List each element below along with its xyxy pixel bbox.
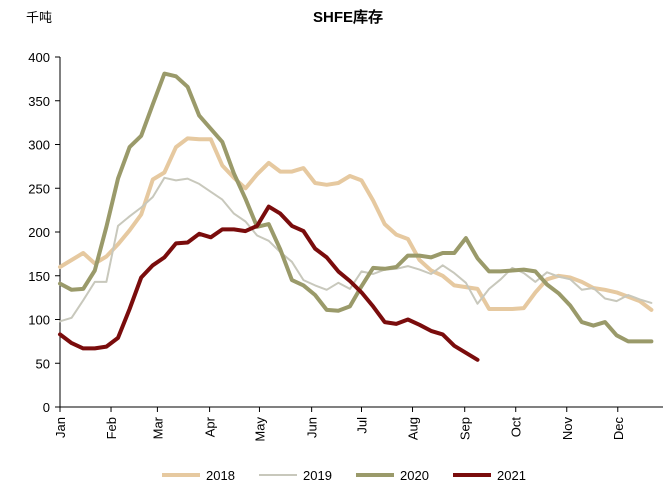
x-tick-label: Sep (458, 417, 473, 440)
legend: 2018 2019 2020 2021 (162, 468, 526, 483)
x-tick-label: Nov (560, 417, 575, 441)
series-group (58, 71, 654, 362)
y-tick-label: 0 (43, 400, 50, 415)
x-tick-label: Mar (150, 416, 165, 439)
y-unit-label: 千吨 (26, 10, 52, 25)
x-tick-label: Aug (406, 417, 421, 440)
x-tick-label: May (252, 417, 267, 442)
legend-label-2021: 2021 (497, 468, 526, 483)
y-tick-label: 50 (36, 356, 50, 371)
series-line-2020 (58, 71, 654, 344)
x-tick-label: Jul (355, 417, 370, 434)
y-tick-label: 150 (28, 269, 50, 284)
x-tick-label: Jan (53, 417, 68, 438)
chart-title: SHFE库存 (313, 8, 383, 26)
y-tick-label: 200 (28, 225, 50, 240)
legend-label-2020: 2020 (400, 468, 429, 483)
legend-label-2018: 2018 (206, 468, 235, 483)
y-tick-label: 350 (28, 94, 50, 109)
y-tick-label: 300 (28, 138, 50, 153)
y-tick-label: 250 (28, 181, 50, 196)
y-tick-label: 100 (28, 313, 50, 328)
legend-label-2019: 2019 (303, 468, 332, 483)
series-line-2018 (58, 136, 654, 312)
x-tick-label: Dec (611, 417, 626, 441)
series-line-2021 (58, 204, 480, 362)
x-tick-label: Feb (104, 417, 119, 439)
y-tick-label: 400 (28, 50, 50, 65)
x-tick-label: Apr (203, 416, 218, 437)
x-tick-label: Jun (305, 417, 320, 438)
axes: 0 50 100 150 200 250 300 350 400 Jan Feb Mar Apr May J… (28, 50, 663, 442)
x-tick-label: Oct (509, 417, 524, 438)
series-line-2019 (59, 176, 653, 323)
